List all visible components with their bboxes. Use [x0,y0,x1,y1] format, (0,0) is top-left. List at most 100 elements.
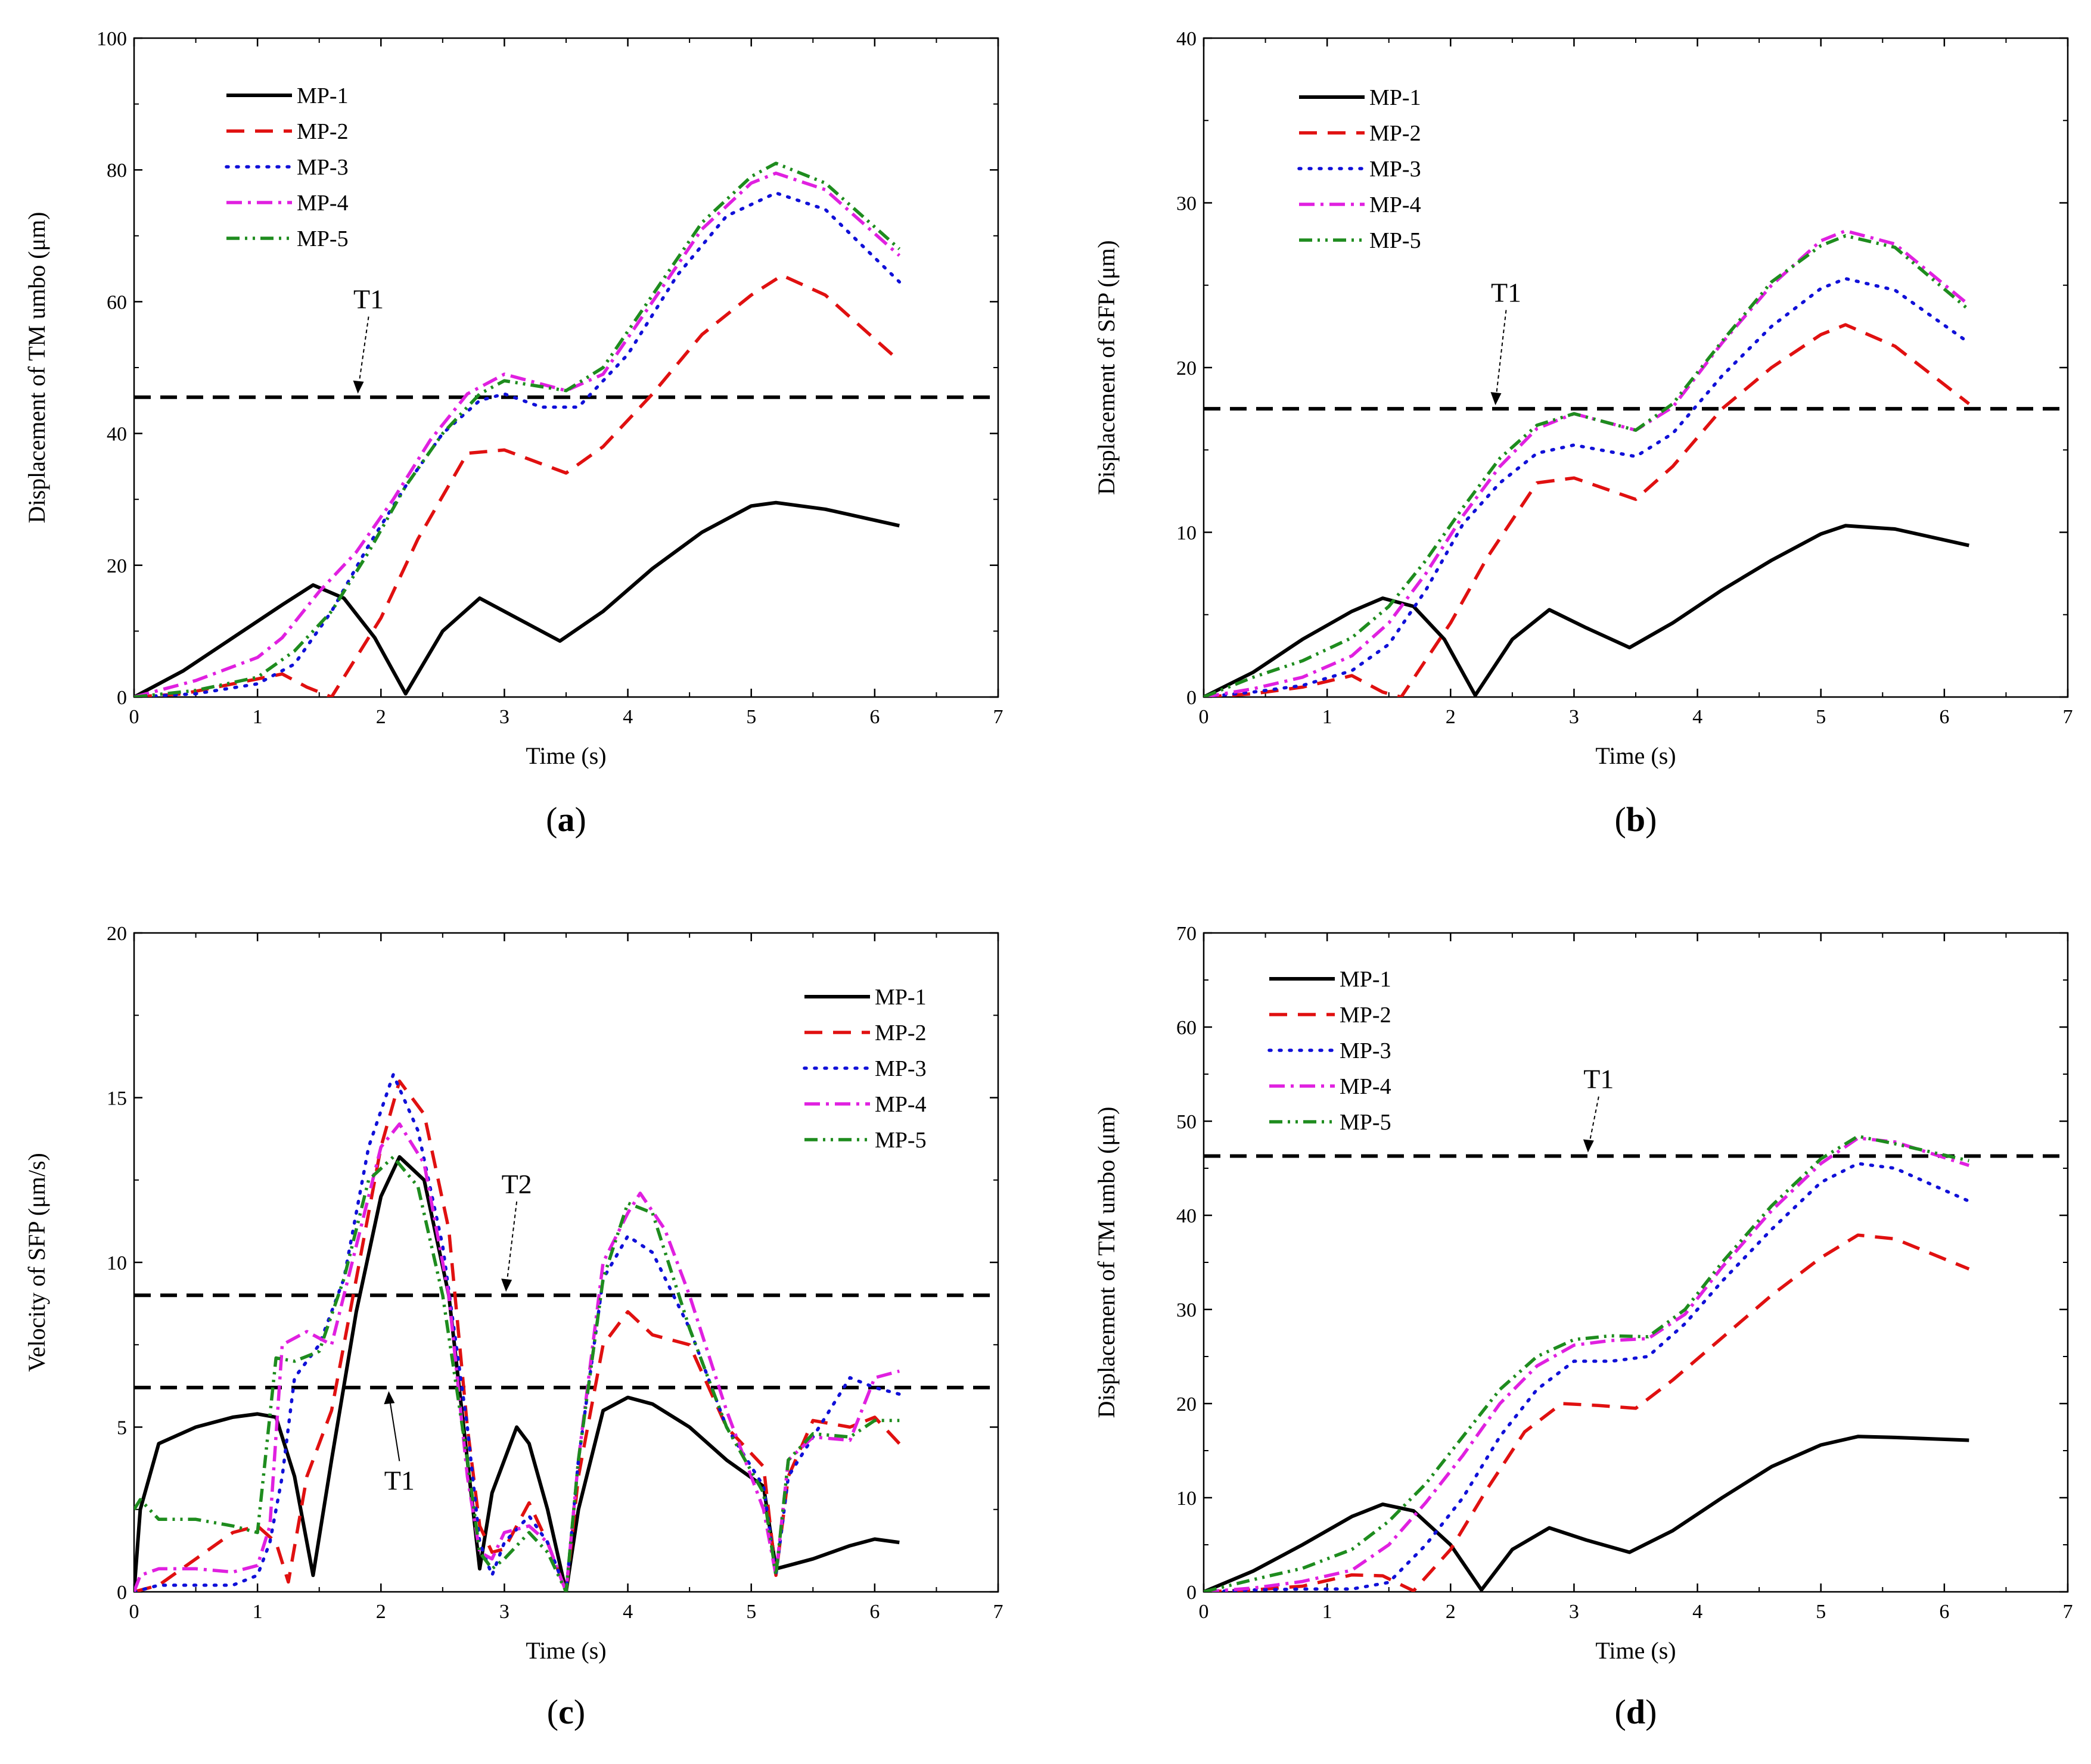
y-tick-label: 60 [1176,1017,1197,1039]
x-tick-label: 5 [746,706,756,728]
y-tick-label: 70 [1176,923,1197,945]
x-tick-label: 2 [1446,1601,1456,1623]
y-tick-label: 10 [107,1252,127,1274]
panel-label-open: ( [1615,1693,1626,1731]
legend-label-mp-4: MP-4 [1340,1074,1391,1099]
y-tick-label: 5 [117,1417,127,1439]
series-line-mp-2 [134,273,901,697]
x-tick-label: 6 [1939,1601,1949,1623]
y-axis-title: Displacement of TM umbo (μm) [23,212,50,524]
y-tick-label: 40 [1176,28,1197,50]
panel-label: (a) [546,800,586,839]
x-tick-label: 4 [1692,1601,1702,1623]
y-tick-label: 0 [117,1582,127,1604]
series-line-mp-2 [1204,323,1970,697]
legend-label-mp-1: MP-1 [1340,967,1391,992]
x-tick-label: 0 [129,706,139,728]
x-tick-label: 4 [623,1601,633,1623]
x-tick-label: 4 [623,706,633,728]
series-line-mp-4 [134,1122,900,1592]
y-tick-label: 50 [1176,1111,1197,1133]
panel-label-open: ( [1615,800,1626,839]
panel-label-letter: a [558,800,575,839]
threshold-arrowhead-t2 [501,1278,512,1292]
series-line-mp-5 [134,161,901,697]
panel-label-close: ) [1645,1693,1657,1731]
x-tick-label: 3 [499,1601,509,1623]
x-tick-label: 1 [253,1601,263,1623]
panel-label-open: ( [546,800,557,839]
threshold-arrowhead-t1 [353,380,364,394]
x-tick-label: 6 [1939,706,1949,728]
x-axis-title: Time (s) [526,1637,606,1664]
y-axis-title: Velocity of SFP (μm/s) [23,1153,50,1372]
y-tick-label: 0 [1186,1582,1197,1604]
series-line-mp-5 [1204,1134,1969,1592]
x-tick-label: 3 [1569,706,1579,728]
x-tick-label: 1 [1322,706,1332,728]
threshold-arrow-t1 [1587,1096,1599,1150]
series-line-mp-1 [1204,1435,1969,1592]
y-tick-label: 100 [97,28,127,50]
legend-label-mp-5: MP-5 [1340,1110,1391,1135]
y-tick-label: 40 [107,424,127,446]
legend-label-mp-1: MP-1 [1369,85,1421,110]
y-tick-label: 0 [1186,687,1197,709]
legend-label-mp-2: MP-2 [875,1021,927,1046]
panel-label: (d) [1615,1693,1657,1731]
threshold-label-t1: T1 [1491,277,1521,307]
x-tick-label: 7 [993,1601,1003,1623]
y-tick-label: 20 [107,923,127,945]
chart-panel-c: 0 1 2 3 4 5 6 7 0 5 10 15 20 Time (s) Velocity of SFP … [23,923,1003,1731]
threshold-arrow-t2 [505,1201,518,1290]
y-tick-label: 0 [117,687,127,709]
series-line-mp-2 [1204,1233,1970,1592]
x-tick-label: 7 [2063,1601,2073,1623]
series-line-mp-3 [1204,1162,1971,1592]
x-tick-label: 0 [1199,1601,1209,1623]
x-tick-label: 1 [253,706,263,728]
x-tick-label: 5 [1816,1601,1826,1623]
panel-label: (c) [547,1693,585,1731]
legend-label-mp-5: MP-5 [1369,228,1421,253]
legend-label-mp-4: MP-4 [875,1092,927,1117]
panel-label: (b) [1615,800,1657,839]
x-tick-label: 2 [376,706,386,728]
y-tick-label: 80 [107,160,127,182]
x-tick-label: 1 [1322,1601,1332,1623]
threshold-arrowhead-t1 [1583,1139,1594,1153]
y-axis-title: Displacement of TM umbo (μm) [1093,1107,1120,1418]
series-line-mp-1 [1204,524,1969,697]
x-tick-label: 3 [499,706,509,728]
legend: MP-1 MP-2 MP-3 MP-4 MP-5 [803,985,927,1153]
chart-panel-a: 0 1 2 3 4 5 6 7 0 20 40 60 80 100 Time (s) Displacement… [23,28,1003,839]
x-tick-label: 7 [993,706,1003,728]
panel-label-close: ) [575,800,586,839]
legend-label-mp-5: MP-5 [297,226,349,251]
legend-label-mp-2: MP-2 [1340,1003,1391,1028]
series-line-mp-1 [134,500,900,697]
y-axis-title: Displacement of SFP (μm) [1093,240,1120,495]
y-tick-label: 40 [1176,1205,1197,1227]
threshold-label-t1: T1 [1583,1064,1614,1094]
y-tick-label: 60 [107,291,127,313]
x-tick-label: 2 [1446,706,1456,728]
legend-label-mp-5: MP-5 [875,1128,927,1153]
threshold-label-t2: T2 [502,1169,532,1199]
y-tick-label: 10 [1176,522,1197,545]
threshold-arrow-t1 [1495,310,1507,403]
legend-label-mp-3: MP-3 [1369,157,1421,182]
panel-label-open: ( [547,1693,558,1731]
legend: MP-1 MP-2 MP-3 MP-4 MP-5 [225,83,349,251]
x-tick-label: 0 [129,1601,139,1623]
legend-label-mp-1: MP-1 [297,83,349,108]
legend-label-mp-3: MP-3 [1340,1038,1391,1063]
x-tick-label: 2 [376,1601,386,1623]
x-tick-label: 7 [2063,706,2073,728]
legend: MP-1 MP-2 MP-3 MP-4 MP-5 [1267,967,1391,1135]
series-line-mp-3 [1204,276,1971,697]
x-tick-label: 4 [1692,706,1702,728]
threshold-arrowhead-t1 [384,1391,395,1405]
